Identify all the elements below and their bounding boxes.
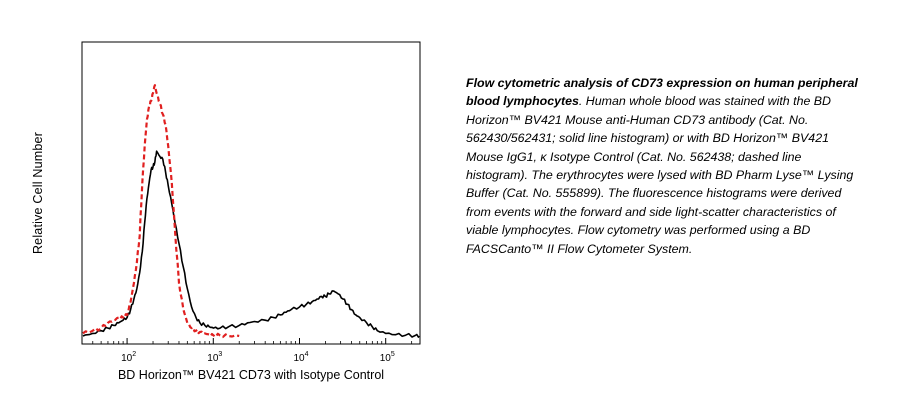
series-layer (82, 84, 420, 339)
y-axis-label: Relative Cell Number (31, 131, 45, 255)
x-axis-label: BD Horizon™ BV421 CD73 with Isotype Cont… (117, 368, 385, 382)
x-axis-ticks: 102 103 104 105 (81, 338, 413, 364)
isotype-control-histogram-line (82, 84, 240, 339)
x-tick-label: 102 (121, 351, 136, 364)
caption-body: . Human whole blood was stained with the… (466, 94, 854, 256)
figure-caption: Flow cytometric analysis of CD73 express… (466, 74, 866, 258)
y-axis-label-box: Relative Cell Number (18, 42, 58, 344)
caption-title: Flow cytometric analysis of CD73 express… (466, 76, 858, 109)
cd73-histogram-line (82, 150, 420, 338)
x-tick-label: 105 (380, 351, 395, 364)
x-tick-label: 103 (207, 351, 222, 364)
x-tick-label: 104 (293, 351, 308, 364)
plot-frame (81, 41, 421, 345)
